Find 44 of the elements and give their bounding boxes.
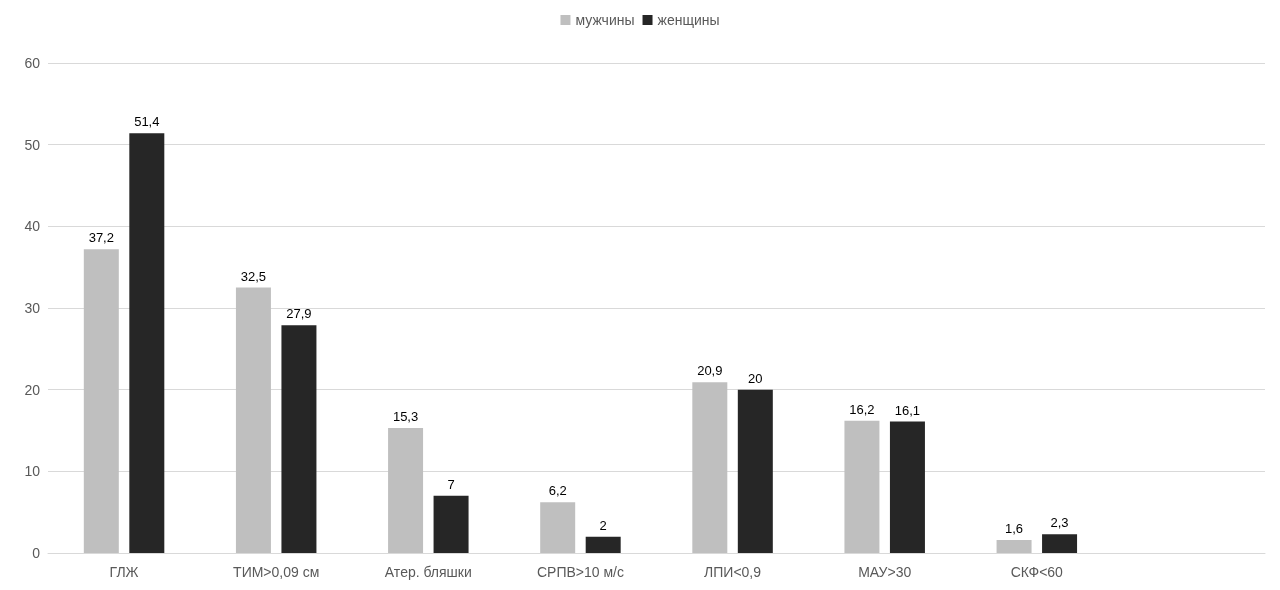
- bar: [540, 502, 576, 553]
- bar: [235, 287, 271, 553]
- y-tick-label: 10: [24, 463, 41, 480]
- data-label: 37,2: [88, 230, 114, 246]
- bar: [388, 428, 424, 553]
- y-tick-label: 20: [24, 381, 41, 398]
- bar: [433, 495, 469, 553]
- y-tick-label: 60: [24, 55, 41, 71]
- legend-label: мужчины: [575, 12, 635, 28]
- bar: [844, 420, 880, 553]
- data-label: 2,3: [1050, 515, 1069, 531]
- bar: [692, 382, 728, 553]
- data-label: 2: [599, 517, 607, 533]
- data-label: 16,1: [894, 402, 921, 418]
- bar: [889, 421, 925, 553]
- data-label: 7: [447, 476, 455, 492]
- y-tick-label: 40: [24, 218, 41, 235]
- y-tick-label: 30: [24, 300, 41, 316]
- data-label: 32,5: [240, 268, 267, 284]
- bar: [129, 133, 165, 553]
- x-tick-label: СКФ<60: [1010, 564, 1064, 580]
- y-tick-label: 0: [32, 545, 41, 561]
- bar: [83, 249, 119, 553]
- y-tick-label: 50: [24, 136, 41, 153]
- data-label: 27,9: [286, 306, 312, 322]
- data-label: 20,9: [697, 363, 723, 379]
- bar: [737, 389, 773, 553]
- bar: [281, 325, 317, 553]
- data-label: 6,2: [548, 483, 567, 499]
- data-label: 16,2: [849, 401, 875, 417]
- data-label: 15,3: [392, 409, 419, 425]
- data-label: 1,6: [1005, 520, 1024, 536]
- x-tick-label: ЛПИ<0,9: [704, 564, 762, 580]
- x-tick-label: ГЛЖ: [109, 564, 139, 580]
- bar: [1042, 534, 1078, 553]
- bar: [585, 536, 621, 553]
- x-tick-label: Атер. бляшки: [384, 564, 472, 580]
- data-label: 20: [748, 370, 763, 386]
- x-tick-label: СРПВ>10 м/с: [536, 564, 624, 580]
- x-tick-label: МАУ>30: [858, 564, 912, 580]
- legend-label: женщины: [657, 12, 720, 28]
- x-tick-label: ТИМ>0,09 см: [233, 564, 320, 580]
- data-label: 51,4: [134, 114, 160, 130]
- bar: [996, 539, 1032, 553]
